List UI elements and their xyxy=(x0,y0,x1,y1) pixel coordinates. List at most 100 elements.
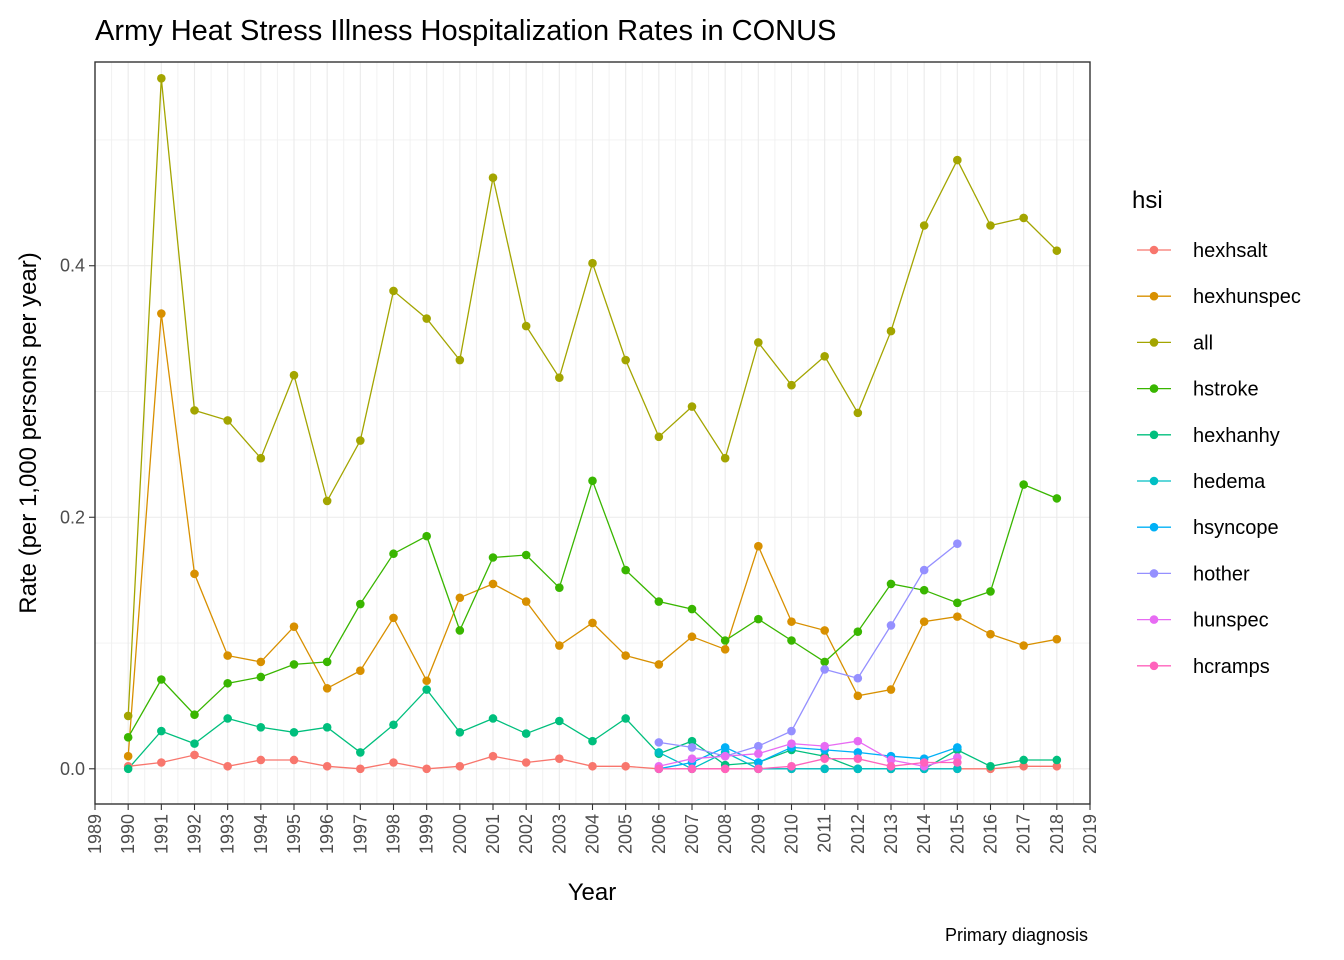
data-point-hexhsalt xyxy=(1019,761,1028,771)
data-point-hexhanhy xyxy=(223,714,232,723)
chart-title: Army Heat Stress Illness Hospitalization… xyxy=(95,15,836,47)
x-tick-label: 2002 xyxy=(516,814,536,854)
data-point-hcramps xyxy=(919,758,929,767)
legend-label-hother: hother xyxy=(1193,563,1250,585)
data-point-all xyxy=(621,355,630,365)
data-point-all xyxy=(488,173,498,183)
data-point-all xyxy=(986,221,995,230)
data-point-hunspec xyxy=(886,755,896,765)
x-tick-label: 1991 xyxy=(151,814,171,854)
data-point-all xyxy=(356,436,365,445)
legend-label-hexhanhy: hexhanhy xyxy=(1193,425,1280,447)
data-point-hexhanhy xyxy=(289,728,299,737)
legend-label-hexhsalt: hexhsalt xyxy=(1193,240,1268,262)
data-point-hexhunspec xyxy=(919,617,929,626)
data-point-hexhunspec xyxy=(289,622,299,631)
legend-label-all: all xyxy=(1193,332,1213,354)
data-point-hsyncope xyxy=(754,758,763,767)
data-point-all xyxy=(455,355,465,365)
data-point-all xyxy=(289,370,299,380)
data-point-hexhanhy xyxy=(322,722,332,732)
data-point-all xyxy=(820,351,829,361)
x-tick-label: 2015 xyxy=(947,814,967,854)
data-point-hsyncope xyxy=(953,743,962,752)
legend-key-point-hsyncope xyxy=(1149,522,1159,532)
data-point-hstroke xyxy=(322,657,332,667)
data-point-hexhsalt xyxy=(356,764,365,774)
data-point-hexhunspec xyxy=(588,618,597,628)
data-point-hstroke xyxy=(953,598,962,608)
data-point-hexhanhy xyxy=(488,714,498,723)
data-point-all xyxy=(555,373,564,382)
x-tick-label: 1992 xyxy=(185,814,205,854)
y-tick-label: 0.0 xyxy=(60,759,85,779)
data-point-hsyncope xyxy=(720,743,730,752)
series-line-hother xyxy=(658,543,958,757)
data-point-hexhunspec xyxy=(555,641,564,650)
data-point-hcramps xyxy=(754,764,763,774)
data-point-hcramps xyxy=(953,758,962,767)
data-point-hexhanhy xyxy=(422,685,431,694)
data-point-hunspec xyxy=(787,739,796,748)
x-tick-label: 2000 xyxy=(450,814,470,854)
x-tick-label: 1989 xyxy=(85,814,105,854)
data-point-all xyxy=(123,711,133,721)
legend-label-hstroke: hstroke xyxy=(1193,379,1259,401)
x-axis: 1989 1990 1991 1992 1993 1994 1995 1996 1997 1998… xyxy=(85,804,1100,854)
data-point-all xyxy=(223,416,232,425)
data-point-hexhunspec xyxy=(455,593,465,603)
data-point-hunspec xyxy=(687,754,697,764)
data-point-hother xyxy=(787,726,796,736)
data-point-hother xyxy=(820,665,829,674)
legend-key-point-hunspec xyxy=(1149,615,1159,624)
x-tick-label: 2006 xyxy=(649,814,669,854)
legend-label-hunspec: hunspec xyxy=(1193,610,1269,632)
data-point-hexhsalt xyxy=(157,758,166,767)
series-line-hedema xyxy=(658,751,958,770)
legend-key-point-hedema xyxy=(1149,476,1159,486)
data-point-hexhsalt xyxy=(521,758,531,767)
x-tick-label: 1990 xyxy=(118,814,138,854)
legend-label-hsyncope: hsyncope xyxy=(1193,517,1279,539)
data-point-hother xyxy=(886,621,896,630)
chart-caption: Primary diagnosis xyxy=(945,925,1088,945)
data-point-hexhunspec xyxy=(621,651,630,660)
data-point-hexhsalt xyxy=(289,755,299,765)
data-point-hexhanhy xyxy=(521,729,531,738)
data-point-hexhunspec xyxy=(521,597,531,606)
x-tick-label: 2012 xyxy=(848,814,868,854)
data-point-hexhanhy xyxy=(588,736,597,746)
data-point-hexhanhy xyxy=(256,722,266,732)
data-point-hstroke xyxy=(787,636,796,645)
legend: hsi hexhsalt hexhunspec all hstroke hexhanhy… xyxy=(1132,187,1301,678)
data-point-hstroke xyxy=(488,553,498,562)
data-point-hexhunspec xyxy=(953,612,962,621)
legend-key-point-hstroke xyxy=(1149,384,1159,393)
data-point-hstroke xyxy=(588,476,597,486)
data-point-hexhunspec xyxy=(1052,634,1062,644)
data-point-hcramps xyxy=(820,754,829,764)
data-point-all xyxy=(190,406,199,415)
x-tick-label: 1996 xyxy=(317,814,337,854)
legend-key-point-hcramps xyxy=(1149,661,1159,671)
data-point-hstroke xyxy=(621,565,630,575)
data-point-hexhunspec xyxy=(986,629,995,639)
data-point-all xyxy=(1019,213,1028,223)
data-point-all xyxy=(157,74,166,83)
data-point-hstroke xyxy=(521,550,531,560)
data-point-all xyxy=(687,402,697,411)
data-point-hexhunspec xyxy=(720,645,730,654)
data-point-hexhunspec xyxy=(389,613,398,623)
data-point-hstroke xyxy=(754,614,763,624)
data-point-hexhsalt xyxy=(190,750,199,760)
data-point-hstroke xyxy=(919,585,929,595)
x-tick-label: 2005 xyxy=(616,814,636,854)
data-point-hstroke xyxy=(687,604,697,614)
data-point-hunspec xyxy=(754,749,763,758)
y-axis: 0.0 0.2 0.4 xyxy=(60,256,95,779)
data-point-hexhunspec xyxy=(687,632,697,642)
y-tick-label: 0.4 xyxy=(60,256,85,276)
data-point-hsyncope xyxy=(853,748,863,757)
data-point-hexhunspec xyxy=(754,541,763,551)
